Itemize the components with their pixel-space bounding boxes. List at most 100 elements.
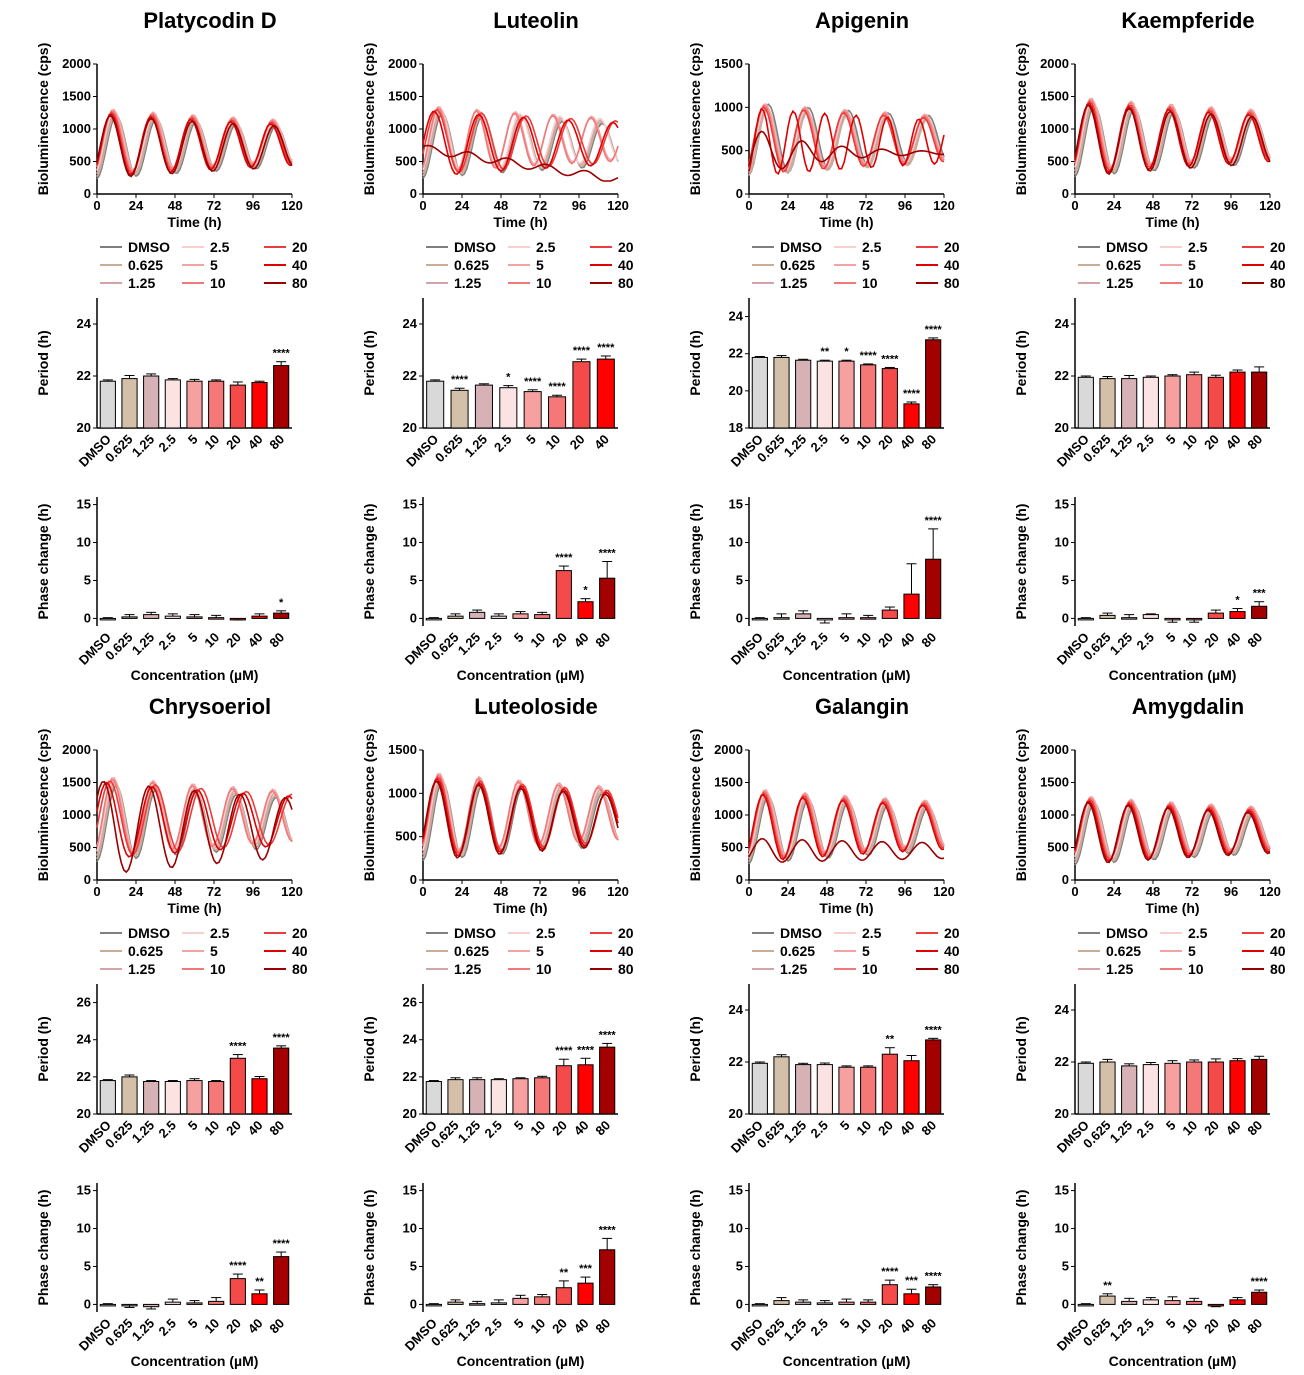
significance-label: **** [1251,1276,1269,1288]
y-tick-label: 500 [1047,840,1069,855]
bar [251,1078,268,1115]
bar [860,617,877,620]
x-tick-label: 72 [1185,884,1199,899]
y-tick-label: 0 [736,186,743,201]
x-tick-label: 1.25 [129,432,158,461]
x-tick-label: 40 [245,630,266,651]
bar [1229,611,1246,619]
bar [903,1060,920,1115]
y-tick-label: 1000 [62,807,91,822]
x-tick-label: 72 [533,198,547,213]
bar [1164,1300,1181,1305]
legend-label: 20 [292,925,308,941]
y-tick-label: 24 [403,1032,418,1047]
bar [577,601,594,619]
series-line [96,780,293,874]
bar [903,593,920,619]
x-tick-label: 5 [837,630,853,646]
y-axis-label: Period (h) [35,1016,51,1081]
legend-label: 2.5 [862,239,882,255]
legend-label: 10 [536,961,552,977]
bar [1099,1061,1116,1115]
bar [1142,1299,1159,1305]
x-tick-label: 10 [853,432,874,453]
x-tick-label: 96 [572,884,586,899]
x-axis-label: Concentration (µM) [131,1353,259,1369]
bar [512,613,529,619]
y-tick-label: 22 [403,1069,417,1084]
bar [925,1286,942,1305]
series-line [96,781,293,858]
x-tick-label: 5 [837,1118,853,1134]
chart-title: Platycodin D [143,8,276,33]
y-tick-label: 20 [729,1106,743,1121]
legend-label: 0.625 [128,943,163,959]
significance-label: **** [524,376,542,388]
chart-title: Apigenin [815,8,909,33]
x-tick-label: 40 [1223,1118,1244,1139]
bar [273,1047,290,1115]
x-axis-label: Time (h) [167,214,221,230]
y-tick-label: 5 [410,572,417,587]
y-tick-label: 1000 [388,121,417,136]
x-tick-label: 1.25 [455,1118,484,1147]
y-tick-label: 2000 [62,742,91,757]
significance-label: *** [579,1263,593,1275]
x-tick-label: 96 [898,884,912,899]
x-tick-label: 2.5 [1134,1316,1157,1339]
bar [143,375,160,429]
significance-label: **** [903,388,921,400]
x-tick-label: 1.25 [1107,1316,1136,1345]
x-tick-label: 40 [571,1118,592,1139]
chart-title: Amygdalin [1132,694,1244,719]
significance-label: **** [599,1029,617,1041]
bar [512,1297,529,1305]
y-tick-label: 0 [84,610,91,625]
x-tick-label: 48 [820,884,834,899]
y-axis-label: Period (h) [1013,330,1029,395]
legend-label: DMSO [780,925,822,941]
series-line [96,115,293,178]
bar [599,1249,616,1305]
y-axis-label: Period (h) [361,1016,377,1081]
y-tick-label: 20 [1055,1106,1069,1121]
x-axis-label: Time (h) [167,900,221,916]
y-tick-label: 0 [410,1296,417,1311]
legend-label: 0.625 [128,257,163,273]
panel-amygdalin: Amygdalin 0 24 48 72 96 120 0 500 1000 1500 2000 Tim… [1013,694,1286,1369]
bar [273,612,290,619]
bar [903,1293,920,1305]
legend-label: 1.25 [780,961,807,977]
chart-title: Kaempferide [1121,8,1254,33]
y-tick-label: 26 [77,995,91,1010]
x-tick-label: 2.5 [482,630,505,653]
x-tick-label: 120 [933,198,955,213]
bar [1121,378,1138,429]
significance-label: **** [925,515,943,527]
x-tick-label: 1.25 [781,1118,810,1147]
significance-label: ** [821,346,830,358]
x-tick-label: 5 [185,432,201,448]
y-tick-label: 1000 [714,99,743,114]
bar [599,1046,616,1115]
bar [1164,1062,1181,1115]
significance-label: ** [560,1267,569,1279]
legend-label: 1.25 [454,275,481,291]
legend-label: 10 [536,275,552,291]
x-tick-label: 2.5 [808,1316,831,1339]
bar [186,380,203,429]
panel-kaempferide: Kaempferide 0 24 48 72 96 120 0 500 1000 1500 2000 T… [1013,8,1286,683]
bar [1229,1299,1246,1305]
bar [773,1056,790,1115]
significance-label: **** [549,381,567,393]
significance-label: * [1235,595,1240,607]
y-tick-label: 5 [736,1258,743,1273]
y-tick-label: 0 [736,610,743,625]
bar [1142,614,1159,619]
y-tick-label: 22 [729,346,743,361]
x-tick-label: 24 [455,884,470,899]
x-axis-label: Concentration (µM) [1109,667,1237,683]
y-tick-label: 24 [729,1002,744,1017]
y-axis-label: Period (h) [361,330,377,395]
legend-label: 40 [292,257,308,273]
